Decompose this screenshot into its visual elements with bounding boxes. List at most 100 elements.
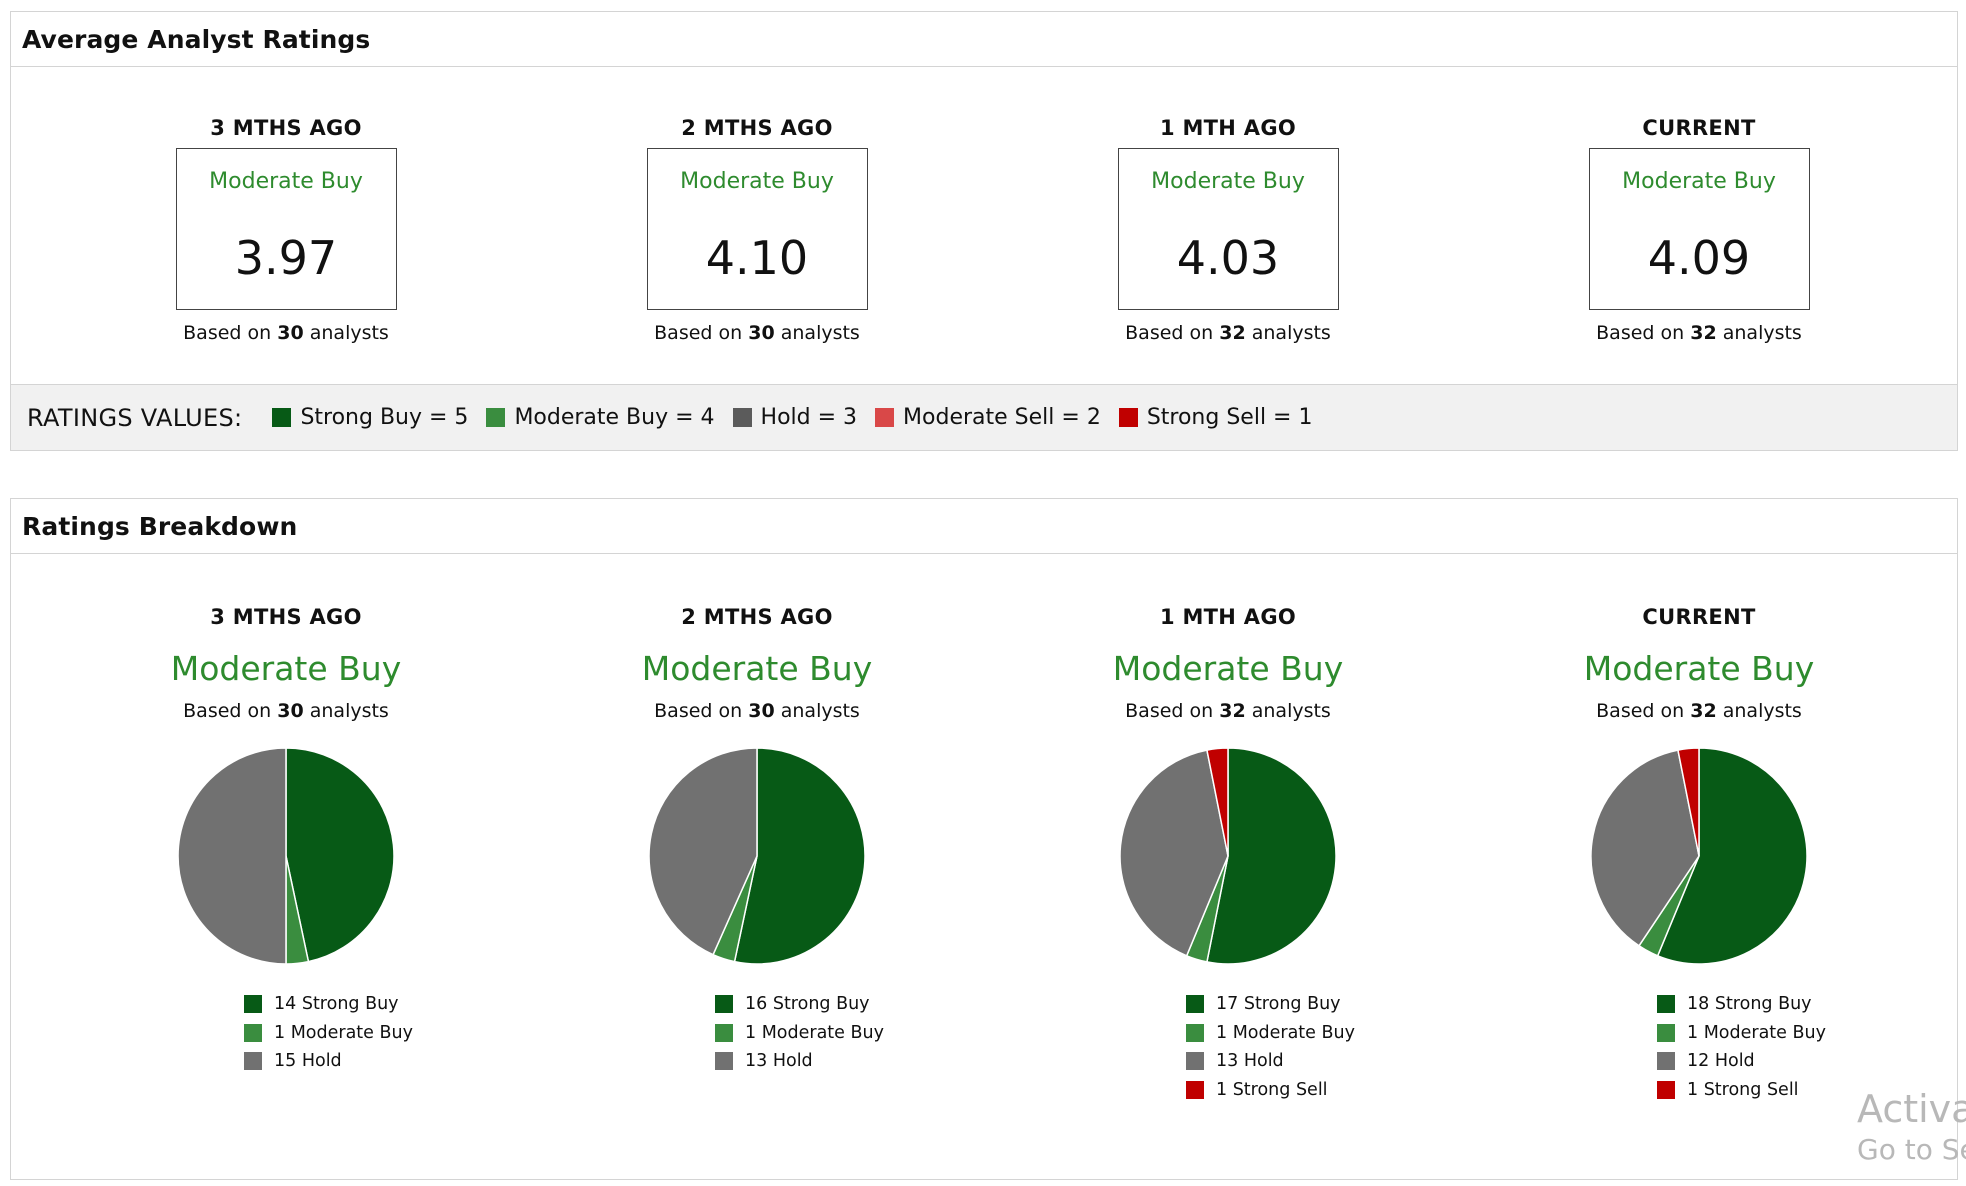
average-ratings-panel: Average Analyst Ratings 3 MTHS AGO Moder… [10,11,1958,451]
analyst-count: 32 [1219,700,1246,722]
rating-box: Moderate Buy 4.09 [1588,148,1810,310]
breakdown-column-current: CURRENT Moderate Buy Based on 32 analyst… [1464,605,1934,1104]
moderate-buy-swatch [486,408,506,427]
rating-score: 4.10 [705,231,809,285]
based-on-text: Based on 32 analysts [1596,700,1802,722]
strong-buy-slice[interactable] [1656,747,1808,965]
pie-svg [648,747,866,965]
based-on-text: Based on 30 analysts [654,322,860,344]
pie-legend-moderate-buy: 1 Moderate Buy [1657,1019,1934,1048]
strong-buy-slice[interactable] [1206,747,1337,965]
period-label: CURRENT [1642,605,1756,629]
pie-legend-strong-buy: 14 Strong Buy [244,990,521,1019]
pie-svg [1590,747,1808,965]
moderate-sell-swatch [875,408,895,427]
moderate-buy-swatch [715,1023,733,1042]
consensus-rating: Moderate Buy [641,649,873,688]
based-on-text: Based on 32 analysts [1125,700,1331,722]
avg-column-3-months-ago: 3 MTHS AGO Moderate Buy 3.97 Based on 30… [51,116,521,344]
pie-legend-moderate-buy: 1 Moderate Buy [244,1019,521,1048]
period-label: CURRENT [1642,116,1756,140]
legend-item-moderate-sell: Moderate Sell = 2 [875,405,1101,430]
legend-item-strong-buy: Strong Buy = 5 [272,405,468,430]
pie-legend-hold: 15 Hold [244,1047,521,1076]
analyst-count: 32 [1690,322,1717,344]
hold-swatch [732,408,752,427]
period-label: 3 MTHS AGO [210,605,362,629]
ratings-pie-chart [1589,746,1809,966]
consensus-rating: Moderate Buy [1112,649,1344,688]
legend-item-strong-sell: Strong Sell = 1 [1118,405,1312,430]
rating-label: Moderate Buy [1622,169,1776,194]
ratings-pie-chart [1118,746,1338,966]
pie-svg [177,747,395,965]
strong-sell-swatch [1657,1080,1675,1099]
strong-sell-swatch [1118,408,1138,427]
activate-windows-watermark: Activa Go to Se [1857,1087,1966,1166]
legend-title: RATINGS VALUES: [27,403,243,432]
breakdown-column-3-months-ago: 3 MTHS AGO Moderate Buy Based on 30 anal… [51,605,521,1076]
rating-label: Moderate Buy [680,169,834,194]
strong-sell-slice[interactable] [1206,747,1229,857]
pie-legend-strong-buy: 16 Strong Buy [715,990,992,1019]
moderate-buy-swatch [1186,1023,1204,1042]
legend-item-moderate-buy: Moderate Buy = 4 [486,405,715,430]
based-on-text: Based on 32 analysts [1125,322,1331,344]
rating-box: Moderate Buy 4.03 [1117,148,1339,310]
hold-swatch [1186,1052,1204,1071]
strong-buy-slice[interactable] [733,747,866,965]
hold-swatch [244,1052,262,1071]
analyst-count: 32 [1690,700,1717,722]
strong-buy-swatch [715,995,733,1014]
breakdown-column-1-month-ago: 1 MTH AGO Moderate Buy Based on 32 analy… [993,605,1463,1104]
hold-swatch [1657,1052,1675,1071]
legend-item-hold: Hold = 3 [732,405,857,430]
avg-column-1-month-ago: 1 MTH AGO Moderate Buy 4.03 Based on 32 … [993,116,1463,344]
consensus-rating: Moderate Buy [1583,649,1815,688]
pie-svg [1119,747,1337,965]
strong-buy-swatch [272,408,292,427]
ratings-values-legend: RATINGS VALUES: Strong Buy = 5 Moderate … [11,384,1957,450]
ratings-breakdown-title: Ratings Breakdown [11,499,1957,554]
strong-buy-slice[interactable] [285,747,395,963]
period-label: 1 MTH AGO [1159,116,1297,140]
pie-legend: 14 Strong Buy 1 Moderate Buy 15 Hold [51,990,521,1076]
analyst-count: 30 [748,322,775,344]
period-label: 3 MTHS AGO [210,116,362,140]
strong-buy-swatch [1186,995,1204,1014]
breakdown-column-2-months-ago: 2 MTHS AGO Moderate Buy Based on 30 anal… [522,605,992,1076]
based-on-text: Based on 30 analysts [183,322,389,344]
strong-buy-swatch [244,995,262,1014]
analyst-count: 32 [1219,322,1246,344]
moderate-buy-swatch [1657,1023,1675,1042]
rating-box: Moderate Buy 3.97 [175,148,397,310]
average-ratings-title: Average Analyst Ratings [11,12,1957,67]
analyst-count: 30 [748,700,775,722]
period-label: 2 MTHS AGO [681,605,833,629]
rating-box: Moderate Buy 4.10 [646,148,868,310]
pie-legend-moderate-buy: 1 Moderate Buy [715,1019,992,1048]
consensus-rating: Moderate Buy [170,649,402,688]
hold-slice[interactable] [648,747,758,956]
rating-score: 4.09 [1647,231,1751,285]
strong-sell-swatch [1186,1080,1204,1099]
pie-legend-strong-sell: 1 Strong Sell [1186,1076,1463,1105]
pie-legend: 16 Strong Buy 1 Moderate Buy 13 Hold [522,990,992,1076]
pie-legend-hold: 13 Hold [715,1047,992,1076]
pie-legend-hold: 12 Hold [1657,1047,1934,1076]
hold-slice[interactable] [177,747,287,965]
ratings-pie-chart [647,746,867,966]
pie-legend-strong-sell: 1 Strong Sell [1657,1076,1934,1105]
ratings-pie-chart [176,746,396,966]
strong-sell-slice[interactable] [1677,747,1700,857]
hold-slice[interactable] [1590,749,1700,947]
hold-swatch [715,1052,733,1071]
pie-legend-hold: 13 Hold [1186,1047,1463,1076]
rating-score: 3.97 [234,231,338,285]
hold-slice[interactable] [1119,749,1229,957]
strong-buy-swatch [1657,995,1675,1014]
period-label: 2 MTHS AGO [681,116,833,140]
analyst-count: 30 [277,700,304,722]
rating-label: Moderate Buy [209,169,363,194]
ratings-breakdown-panel: Ratings Breakdown 3 MTHS AGO Moderate Bu… [10,498,1958,1180]
